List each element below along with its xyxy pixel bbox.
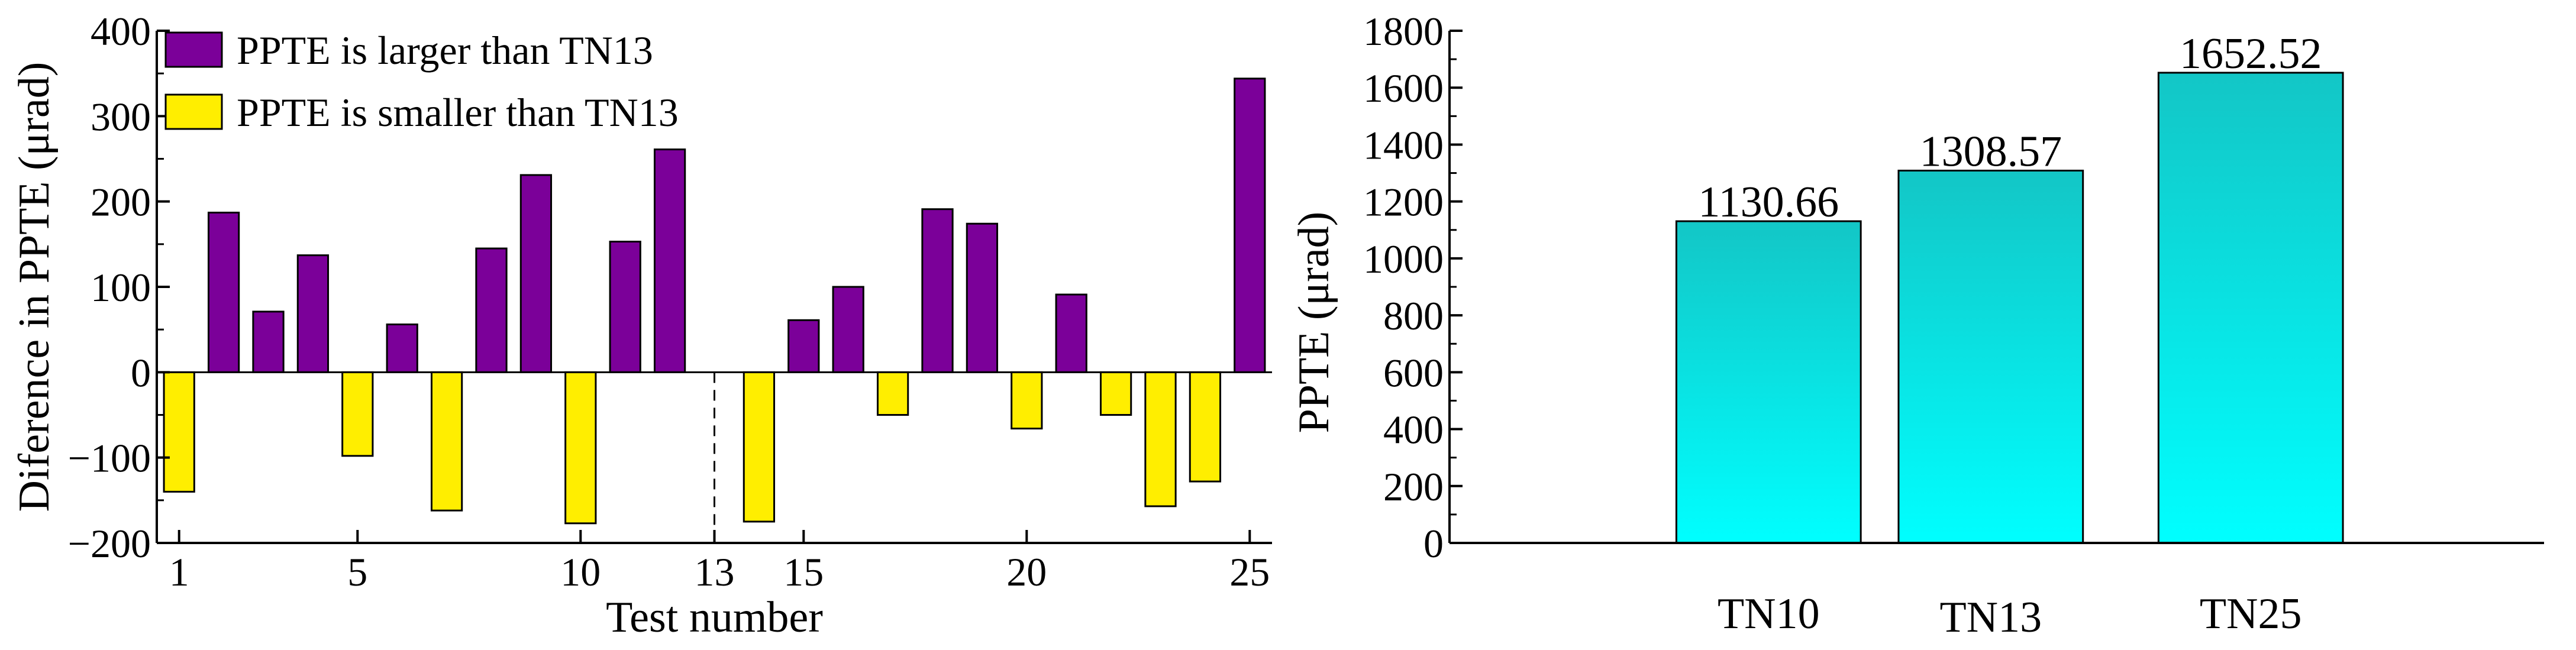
difference-bar [1189,371,1222,483]
x-tick-label: 25 [1229,549,1270,594]
y-tick-label: −100 [68,436,151,481]
difference-bar [1099,371,1132,416]
x-ticks: 1 5 10 13 15 20 25 [169,530,1270,594]
difference-bar [252,311,285,373]
difference-bar [207,211,240,373]
difference-bar [1055,293,1087,373]
difference-bar [1234,77,1266,373]
ppte-bar [2157,72,2344,544]
x-category-labels: TN10 TN13 TN25 [1718,590,2302,642]
x-tick-label: 5 [347,549,367,594]
x-tick-label: 13 [695,549,735,594]
difference-bar [430,371,463,512]
y-tick-label: 1200 [1363,180,1444,225]
y-tick-label: 200 [91,180,151,225]
difference-bar [921,208,954,373]
y-axis-title: PPTE (μrad) [1290,212,1338,434]
difference-bars [163,77,1266,525]
x-tick-label: 20 [1006,549,1047,594]
x-category-label: TN10 [1718,590,1820,638]
legend-swatch-smaller [164,93,223,130]
difference-bar [1144,371,1177,507]
y-tick-label: 0 [1423,521,1444,566]
y-tick-label: 400 [1383,408,1444,452]
difference-bar [966,222,999,373]
ppte-data-label: 1130.66 [1698,178,1839,227]
y-tick-label: 300 [91,94,151,139]
legend-label-smaller: PPTE is smaller than TN13 [237,90,679,135]
x-tick-label: 10 [560,549,601,594]
y-tick-label: 800 [1383,293,1444,338]
difference-bar [609,241,641,373]
ppte-bars [1675,72,2344,544]
difference-bar [475,247,508,373]
ppte-data-label: 1652.52 [2180,30,2322,78]
difference-bar [787,319,820,373]
y-axis-title: Diference in PPTE (μrad) [10,62,59,512]
difference-bar [743,371,776,523]
difference-bar [519,174,553,373]
x-category-label: TN13 [1939,593,2042,642]
difference-bar [296,254,330,373]
difference-bar [341,371,374,457]
x-axis-title: Test number [606,593,823,642]
difference-bar [653,148,686,373]
x-tick-label: 15 [783,549,824,594]
difference-bar [386,324,418,373]
ppte-bar [1675,220,1862,544]
difference-bar [564,371,597,525]
difference-bar [832,286,864,373]
y-tick-label: 1600 [1363,66,1444,111]
legend-swatch-larger [164,31,223,68]
y-ticks: 0 200 400 600 800 1000 1200 1400 1600 1800 [1363,9,1463,566]
ppte-data-label: 1308.57 [1920,127,2062,176]
y-tick-label: −200 [68,521,151,566]
y-ticks: −200 −100 0 100 200 300 400 [68,9,170,566]
y-tick-label: 1800 [1363,9,1444,54]
difference-bar [876,371,909,416]
y-tick-label: 600 [1383,350,1444,395]
difference-bar [163,371,195,493]
data-labels: 1130.66 1308.57 1652.52 [1698,30,2322,227]
x-tick-label: 1 [169,549,189,594]
legend-label-larger: PPTE is larger than TN13 [237,28,653,73]
legend: PPTE is larger than TN13 PPTE is smaller… [164,28,679,135]
y-tick-label: 200 [1383,464,1444,509]
y-tick-label: 1000 [1363,237,1444,282]
y-tick-label: 400 [91,9,151,54]
y-tick-label: 0 [131,350,151,395]
ppte-bar [1897,169,2084,544]
y-tick-label: 1400 [1363,122,1444,167]
x-category-label: TN25 [2200,590,2302,638]
y-tick-label: 100 [91,265,151,310]
difference-bar [1011,371,1043,430]
